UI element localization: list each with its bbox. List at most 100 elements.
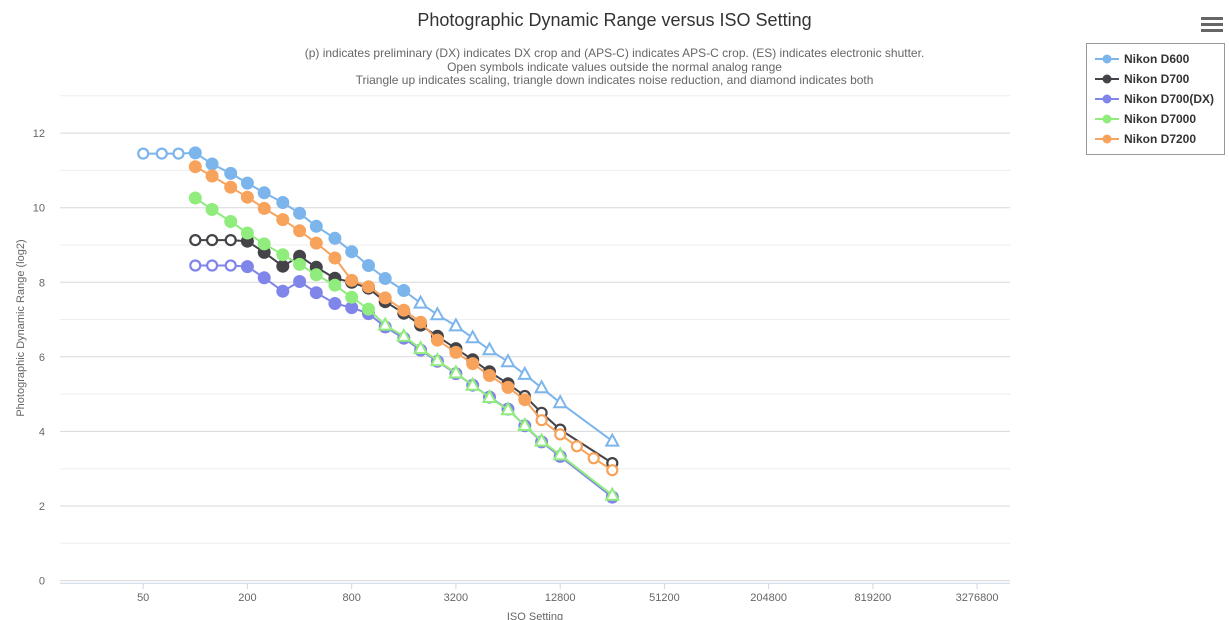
data-point-open-triangle[interactable] — [481, 388, 498, 403]
data-point-circle[interactable] — [276, 196, 290, 209]
data-point-circle[interactable] — [518, 393, 532, 407]
data-point-open-circle[interactable] — [224, 234, 237, 247]
data-point-circle[interactable] — [328, 251, 342, 265]
legend-item-nikon-d7000[interactable]: Nikon D7000 — [1095, 109, 1216, 129]
data-point-circle[interactable] — [345, 273, 359, 287]
data-point-open-circle[interactable] — [137, 147, 150, 160]
data-point-circle[interactable] — [362, 259, 375, 272]
legend-item-nikon-d600[interactable]: Nikon D600 — [1095, 49, 1216, 69]
data-point-open-circle[interactable] — [206, 259, 219, 272]
x-tick-label: 51200 — [649, 592, 680, 604]
data-point-circle[interactable] — [345, 245, 359, 259]
data-point-circle[interactable] — [240, 226, 254, 240]
data-point-open-triangle[interactable] — [533, 432, 550, 447]
data-point-circle[interactable] — [328, 297, 342, 310]
data-point-open-circle[interactable] — [172, 147, 185, 160]
data-point-open-triangle[interactable] — [604, 432, 620, 447]
data-point-open-triangle[interactable] — [517, 365, 533, 380]
data-point-open-circle[interactable] — [206, 234, 219, 247]
data-point-circle[interactable] — [309, 219, 323, 233]
series-nikon-d600[interactable] — [137, 146, 620, 447]
data-point-circle[interactable] — [483, 369, 496, 382]
legend-item-nikon-d700-dx[interactable]: Nikon D700(DX) — [1095, 89, 1216, 109]
data-point-open-circle[interactable] — [554, 428, 567, 441]
data-point-open-triangle[interactable] — [377, 316, 393, 331]
data-point-open-triangle[interactable] — [448, 364, 464, 379]
series-nikon-d7200[interactable] — [188, 160, 619, 477]
data-point-open-triangle[interactable] — [604, 486, 620, 501]
data-point-circle[interactable] — [188, 191, 202, 205]
data-point-open-triangle[interactable] — [552, 446, 568, 461]
data-point-open-triangle[interactable] — [533, 379, 550, 394]
data-point-circle[interactable] — [293, 224, 307, 238]
data-point-circle[interactable] — [345, 290, 359, 304]
data-point-circle[interactable] — [362, 302, 375, 316]
data-point-open-circle[interactable] — [535, 414, 548, 427]
data-point-open-triangle[interactable] — [465, 376, 481, 391]
data-point-open-triangle[interactable] — [552, 394, 568, 409]
data-point-circle[interactable] — [378, 291, 392, 305]
data-point-circle[interactable] — [328, 278, 342, 292]
data-point-circle[interactable] — [276, 248, 290, 262]
data-point-circle[interactable] — [240, 190, 254, 204]
legend-item-nikon-d700[interactable]: Nikon D700 — [1095, 69, 1216, 89]
data-point-circle[interactable] — [430, 333, 444, 347]
data-point-open-triangle[interactable] — [396, 327, 412, 342]
data-point-circle[interactable] — [276, 284, 290, 298]
data-point-circle[interactable] — [378, 272, 392, 285]
data-point-open-triangle[interactable] — [465, 329, 481, 344]
data-point-circle[interactable] — [328, 231, 342, 245]
data-point-circle[interactable] — [309, 268, 323, 282]
data-point-circle[interactable] — [224, 166, 238, 180]
data-point-open-triangle[interactable] — [429, 352, 446, 367]
data-point-circle[interactable] — [224, 180, 238, 194]
data-point-circle[interactable] — [205, 203, 219, 216]
data-point-circle[interactable] — [293, 206, 307, 220]
data-point-open-circle[interactable] — [189, 234, 202, 247]
data-point-circle[interactable] — [240, 260, 254, 274]
data-point-circle[interactable] — [188, 160, 202, 174]
legend-item-nikon-d7200[interactable]: Nikon D7200 — [1095, 129, 1216, 149]
data-point-circle[interactable] — [276, 213, 290, 227]
data-point-circle[interactable] — [257, 201, 271, 215]
data-point-open-circle[interactable] — [224, 259, 237, 272]
data-point-circle[interactable] — [362, 280, 375, 294]
data-point-circle[interactable] — [397, 284, 411, 297]
chart-context-menu-button[interactable] — [1201, 17, 1223, 33]
data-point-open-triangle[interactable] — [500, 353, 516, 368]
data-point-open-triangle[interactable] — [429, 306, 446, 321]
data-point-open-triangle[interactable] — [448, 317, 464, 332]
data-point-open-circle[interactable] — [189, 259, 202, 272]
data-point-circle[interactable] — [257, 237, 271, 251]
data-point-circle[interactable] — [414, 315, 428, 329]
data-point-circle[interactable] — [205, 169, 219, 183]
series-nikon-d7000[interactable] — [188, 191, 620, 501]
data-point-circle[interactable] — [501, 380, 515, 394]
data-point-open-triangle[interactable] — [500, 401, 516, 416]
data-point-open-circle[interactable] — [155, 147, 168, 160]
data-point-open-triangle[interactable] — [412, 294, 429, 309]
data-point-circle[interactable] — [397, 303, 411, 317]
data-point-circle[interactable] — [205, 157, 219, 171]
data-point-circle[interactable] — [188, 146, 202, 160]
data-point-open-circle[interactable] — [570, 440, 584, 453]
data-point-open-circle[interactable] — [587, 452, 600, 465]
data-point-open-triangle[interactable] — [412, 340, 429, 355]
data-point-circle[interactable] — [309, 286, 323, 300]
data-point-circle[interactable] — [257, 186, 271, 200]
legend-marker-icon — [1095, 134, 1119, 144]
data-point-open-triangle[interactable] — [481, 341, 498, 356]
data-point-circle[interactable] — [293, 275, 307, 288]
data-point-circle[interactable] — [224, 215, 238, 228]
data-point-circle[interactable] — [449, 345, 463, 359]
data-point-circle[interactable] — [466, 357, 480, 371]
data-point-circle[interactable] — [276, 259, 290, 273]
data-point-open-circle[interactable] — [606, 464, 619, 477]
data-point-circle[interactable] — [293, 257, 307, 271]
data-point-circle[interactable] — [240, 176, 254, 190]
data-point-circle[interactable] — [257, 271, 271, 285]
data-point-circle[interactable] — [309, 236, 323, 250]
data-point-circle[interactable] — [345, 301, 359, 315]
data-point-open-triangle[interactable] — [517, 416, 533, 431]
